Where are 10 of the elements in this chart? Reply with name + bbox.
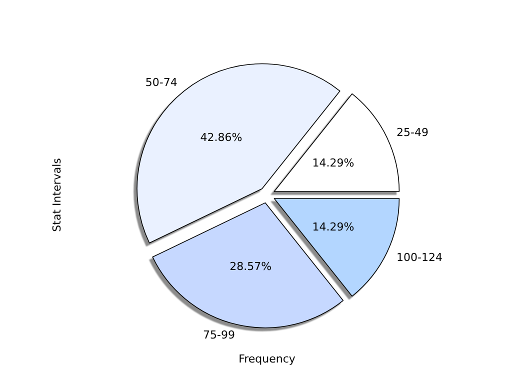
text: Frequency	[238, 352, 296, 366]
slice-label: 75-99	[203, 328, 236, 342]
data-label: 14.29%	[312, 156, 354, 170]
data-label: 42.86%	[200, 131, 242, 144]
slice-label: 25-49	[396, 126, 428, 140]
data-label: 14.29%	[312, 220, 354, 234]
data-label: 28.57%	[230, 260, 272, 274]
slice-label: 50-74	[145, 76, 178, 90]
slice-label: 100-124	[396, 250, 442, 264]
text: Stat Intervals	[50, 158, 64, 232]
